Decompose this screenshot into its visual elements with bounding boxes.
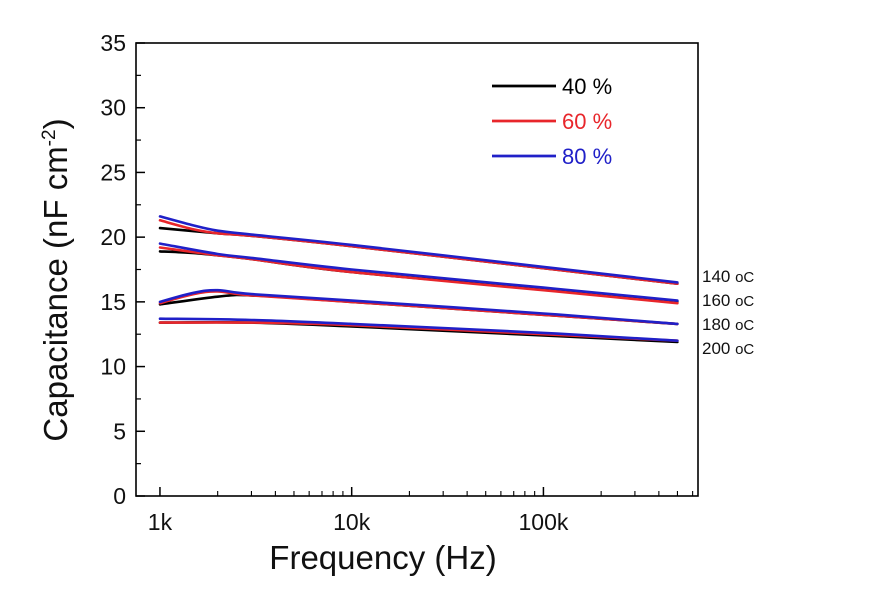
- temperature-label-1: 160 oC: [702, 291, 754, 310]
- y-tick-label-7: 35: [100, 30, 126, 56]
- legend-label-2: 80 %: [562, 144, 612, 169]
- series-line-2: [158, 215, 679, 284]
- y-axis-title: Capacitance (nF cm-2): [37, 118, 74, 441]
- plot-frame: [135, 42, 699, 497]
- temperature-unit-3: oC: [735, 341, 754, 358]
- legend-label-0: 40 %: [562, 74, 612, 99]
- series-line-5: [158, 242, 679, 302]
- y-tick-label-6: 30: [100, 95, 126, 121]
- y-tick-label-4: 20: [100, 224, 126, 250]
- y-tick-label-5: 25: [100, 159, 126, 185]
- x-tick-label-2: 100k: [518, 509, 568, 535]
- y-axis-title-main: Capacitance (nF cm: [37, 146, 74, 441]
- series-line-9: [158, 320, 679, 344]
- y-tick-label-1: 5: [113, 418, 126, 444]
- temperature-label-3: 200 oC: [702, 339, 754, 358]
- temperature-unit-1: oC: [735, 293, 754, 310]
- x-tick-label-0: 1k: [148, 509, 173, 535]
- y-tick-label-0: 0: [113, 483, 126, 509]
- temperature-unit-2: oC: [735, 317, 754, 334]
- legend: 40 % 60 % 80 %: [492, 74, 612, 169]
- x-axis-title: Frequency (Hz): [269, 539, 496, 576]
- series-layer: [158, 215, 679, 344]
- temperature-label-2: 180 oC: [702, 315, 754, 334]
- y-axis-title-superscript: -2: [39, 129, 60, 146]
- temperature-value-2: 180: [702, 315, 735, 334]
- y-tick-label-3: 15: [100, 289, 126, 315]
- y-tick-label-2: 10: [100, 354, 126, 380]
- temperature-value-3: 200: [702, 339, 735, 358]
- legend-label-1: 60 %: [562, 109, 612, 134]
- series-line-11: [158, 317, 679, 342]
- series-line-8: [158, 288, 679, 326]
- temperature-label-0: 140 oC: [702, 267, 754, 286]
- series-line-10: [158, 321, 679, 342]
- x-tick-label-1: 10k: [333, 509, 371, 535]
- ticks-layer: 0 5 10 15 20 25 30 35 1k 10k 100k: [100, 30, 694, 535]
- temperature-value-1: 160: [702, 291, 735, 310]
- temperature-value-0: 140: [702, 267, 735, 286]
- temperature-unit-0: oC: [735, 269, 754, 286]
- y-axis-title-close: ): [37, 118, 74, 129]
